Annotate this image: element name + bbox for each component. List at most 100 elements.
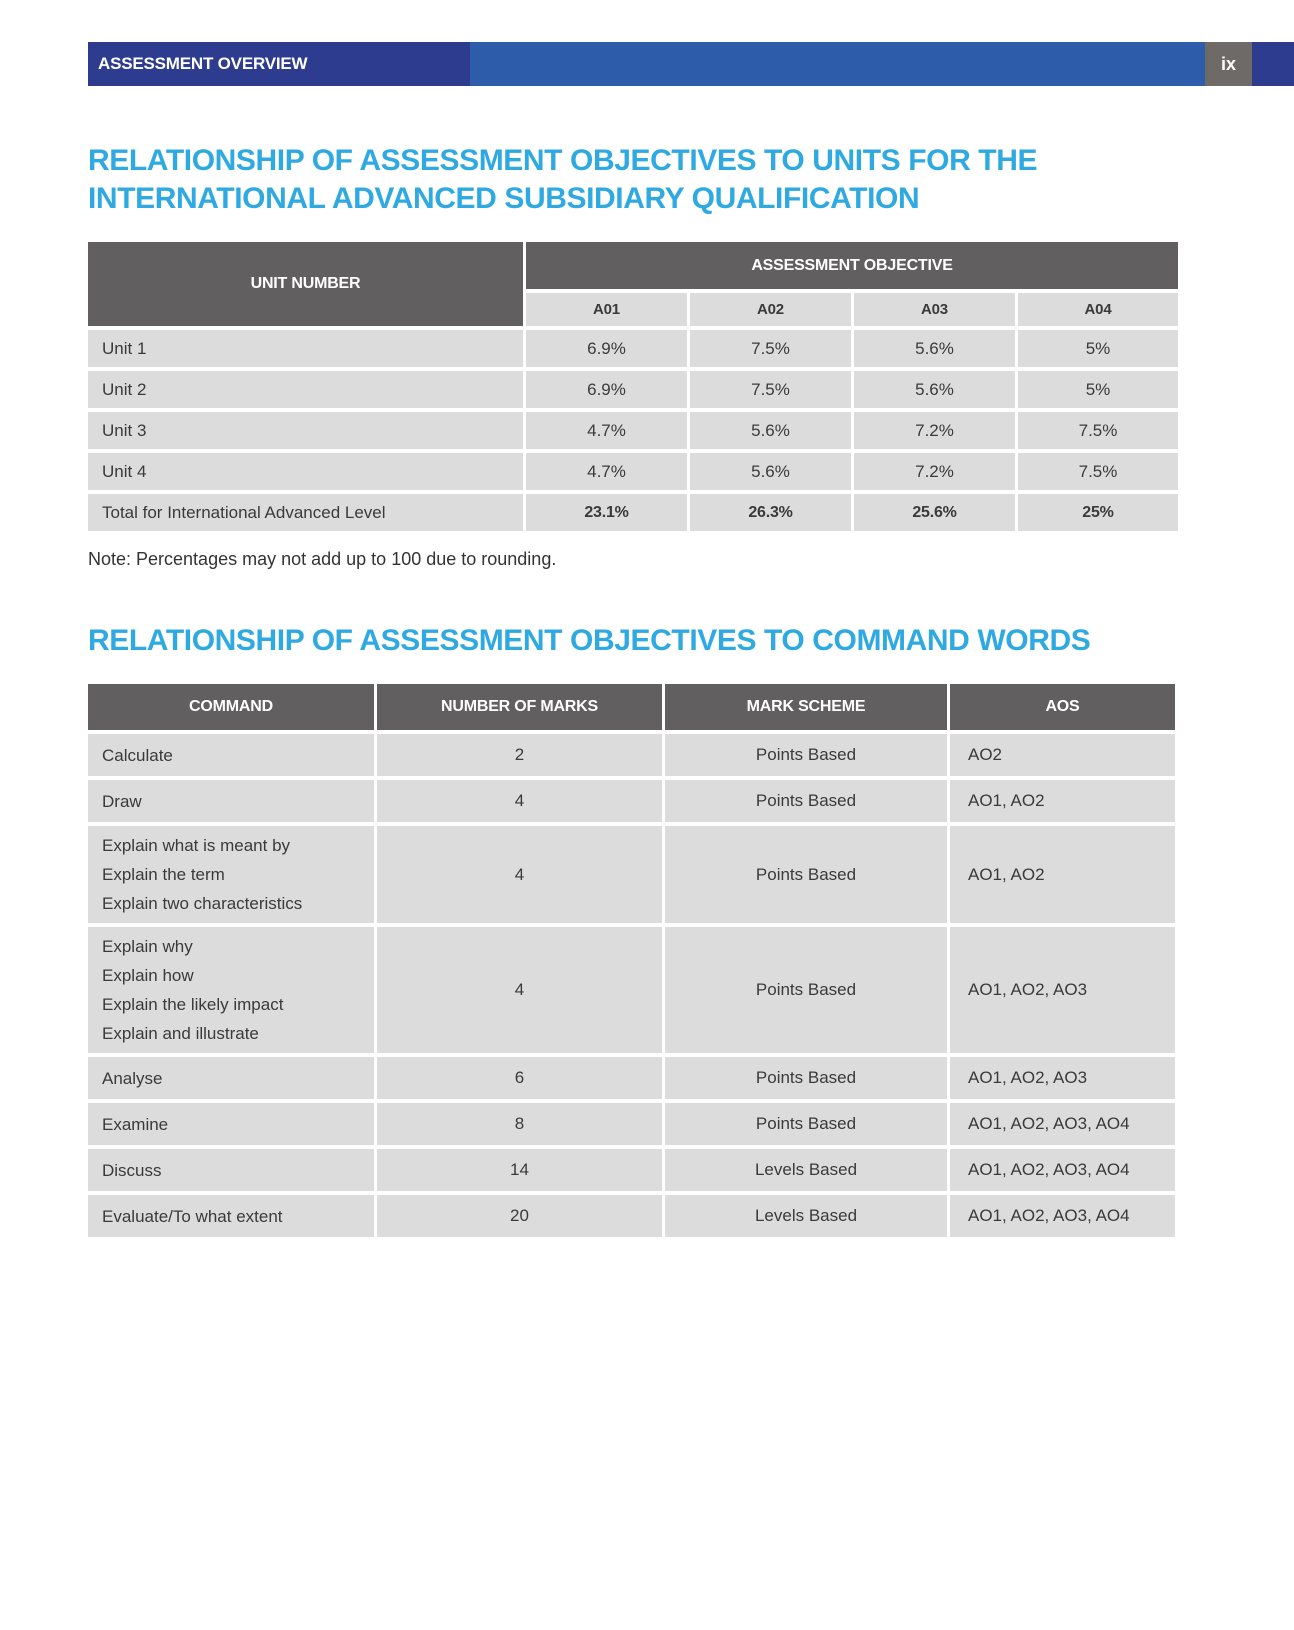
command-cell: Explain why Explain how Explain the likely… <box>88 927 374 1053</box>
command-text: Explain the term <box>102 865 225 884</box>
unit-objective-value: 5% <box>1018 330 1179 367</box>
mark-scheme: Points Based <box>665 1057 947 1099</box>
command-cell: Explain what is meant by Explain the term… <box>88 826 374 923</box>
section1-heading-line2: INTERNATIONAL ADVANCED SUBSIDIARY QUALIF… <box>88 182 920 215</box>
total-objective-value: 25.6% <box>854 494 1015 531</box>
unit-objective-value: 7.5% <box>1018 453 1179 490</box>
unit-objective-value: 7.5% <box>690 371 851 408</box>
unit-row: Unit 4 4.7% 5.6% 7.2% 7.5% <box>88 453 1179 490</box>
unit-row: Unit 1 6.9% 7.5% 5.6% 5% <box>88 330 1179 367</box>
command-cell: Discuss <box>88 1149 374 1191</box>
page-header-bar: ASSESSMENT OVERVIEW ix <box>88 42 1294 86</box>
total-row: Total for International Advanced Level 23… <box>88 494 1179 531</box>
units-assessment-table: UNIT NUMBER ASSESSMENT OBJECTIVE A01 A02 A… <box>85 238 1181 535</box>
number-of-marks: 4 <box>377 826 662 923</box>
number-of-marks: 8 <box>377 1103 662 1145</box>
commands-column-header: MARK SCHEME <box>665 684 947 730</box>
commands-table-header-row: COMMAND NUMBER OF MARKS MARK SCHEME AOS <box>88 684 1175 730</box>
command-text: Explain why <box>102 937 193 956</box>
total-objective-value: 25% <box>1018 494 1179 531</box>
mark-scheme: Points Based <box>665 734 947 776</box>
total-objective-value: 26.3% <box>690 494 851 531</box>
unit-objective-value: 6.9% <box>526 330 687 367</box>
unit-row: Unit 2 6.9% 7.5% 5.6% 5% <box>88 371 1179 408</box>
unit-objective-value: 5.6% <box>690 453 851 490</box>
unit-objective-value: 5.6% <box>854 330 1015 367</box>
unit-objective-value: 7.2% <box>854 453 1015 490</box>
unit-objective-value: 4.7% <box>526 453 687 490</box>
command-text: Calculate <box>102 745 173 765</box>
mark-scheme: Points Based <box>665 1103 947 1145</box>
unit-objective-value: 7.5% <box>690 330 851 367</box>
aos-list: AO1, AO2, AO3, AO4 <box>950 1195 1175 1237</box>
command-text: Analyse <box>102 1068 163 1088</box>
command-cell: Examine <box>88 1103 374 1145</box>
objective-column-header: A02 <box>690 293 851 326</box>
command-text: Explain what is meant by <box>102 836 291 855</box>
section1-heading-line1: RELATIONSHIP OF ASSESSMENT OBJECTIVES TO… <box>88 144 1038 177</box>
units-table-group-header-row: UNIT NUMBER ASSESSMENT OBJECTIVE <box>88 242 1179 326</box>
page-number: ix <box>1220 53 1236 74</box>
mark-scheme: Points Based <box>665 826 947 923</box>
command-text: Explain and illustrate <box>102 1024 259 1043</box>
command-row: Discuss 14 Levels Based AO1, AO2, AO3, AO4 <box>88 1149 1175 1191</box>
aos-list: AO1, AO2, AO3, AO4 <box>950 1103 1175 1145</box>
unit-row: Unit 3 4.7% 5.6% 7.2% 7.5% <box>88 412 1179 449</box>
command-cell: Analyse <box>88 1057 374 1099</box>
aos-list: AO1, AO2, AO3 <box>950 927 1175 1053</box>
unit-objective-value: 5.6% <box>854 371 1015 408</box>
command-row: Examine 8 Points Based AO1, AO2, AO3, AO4 <box>88 1103 1175 1145</box>
mark-scheme: Levels Based <box>665 1149 947 1191</box>
mark-scheme: Points Based <box>665 927 947 1053</box>
number-of-marks: 4 <box>377 927 662 1053</box>
number-of-marks: 2 <box>377 734 662 776</box>
rounding-note: Note: Percentages may not add up to 100 … <box>88 549 557 569</box>
header-end-block <box>1252 42 1294 86</box>
commands-column-header: NUMBER OF MARKS <box>377 684 662 730</box>
document-page: ASSESSMENT OVERVIEW ix RELATIONSHIP OF A… <box>85 42 1294 1241</box>
unit-label: Unit 4 <box>88 453 523 490</box>
command-text: Evaluate/To what extent <box>102 1206 283 1226</box>
command-text: Explain how <box>102 966 194 985</box>
objective-column-header: A01 <box>526 293 687 326</box>
command-row: Explain why Explain how Explain the likely… <box>88 927 1175 1053</box>
command-row: Analyse 6 Points Based AO1, AO2, AO3 <box>88 1057 1175 1099</box>
total-label: Total for International Advanced Level <box>88 494 523 531</box>
section2-heading: RELATIONSHIP OF ASSESSMENT OBJECTIVES TO… <box>88 624 1091 657</box>
header-fill-bar <box>470 42 1205 86</box>
command-cell: Draw <box>88 780 374 822</box>
number-of-marks: 14 <box>377 1149 662 1191</box>
command-text: Explain the likely impact <box>102 995 284 1014</box>
command-cell: Calculate <box>88 734 374 776</box>
mark-scheme: Levels Based <box>665 1195 947 1237</box>
section1-heading: RELATIONSHIP OF ASSESSMENT OBJECTIVES TO… <box>88 142 1160 218</box>
command-text: Discuss <box>102 1160 162 1180</box>
unit-objective-value: 6.9% <box>526 371 687 408</box>
command-text: Draw <box>102 791 142 811</box>
command-row: Evaluate/To what extent 20 Levels Based AO1… <box>88 1195 1175 1237</box>
number-of-marks: 6 <box>377 1057 662 1099</box>
units-table-subheader-row: A01 A02 A03 A04 <box>88 293 1179 326</box>
unit-objective-value: 5% <box>1018 371 1179 408</box>
unit-objective-value: 7.5% <box>1018 412 1179 449</box>
number-of-marks: 4 <box>377 780 662 822</box>
total-objective-value: 23.1% <box>526 494 687 531</box>
commands-column-header: COMMAND <box>88 684 374 730</box>
aos-list: AO1, AO2 <box>950 826 1175 923</box>
aos-list: AO1, AO2, AO3, AO4 <box>950 1149 1175 1191</box>
command-words-table: COMMAND NUMBER OF MARKS MARK SCHEME AOS Cal… <box>85 680 1178 1241</box>
command-cell: Evaluate/To what extent <box>88 1195 374 1237</box>
unit-objective-value: 5.6% <box>690 412 851 449</box>
command-row: Calculate 2 Points Based AO2 <box>88 734 1175 776</box>
objective-column-header: A04 <box>1018 293 1179 326</box>
unit-objective-value: 7.2% <box>854 412 1015 449</box>
page-number-badge: ix <box>1205 42 1252 86</box>
number-of-marks: 20 <box>377 1195 662 1237</box>
command-text: Explain two characteristics <box>102 894 303 913</box>
mark-scheme: Points Based <box>665 780 947 822</box>
aos-list: AO2 <box>950 734 1175 776</box>
aos-list: AO1, AO2, AO3 <box>950 1057 1175 1099</box>
header-title: ASSESSMENT OVERVIEW <box>98 54 308 73</box>
commands-column-header: AOS <box>950 684 1175 730</box>
command-row: Explain what is meant by Explain the term… <box>88 826 1175 923</box>
